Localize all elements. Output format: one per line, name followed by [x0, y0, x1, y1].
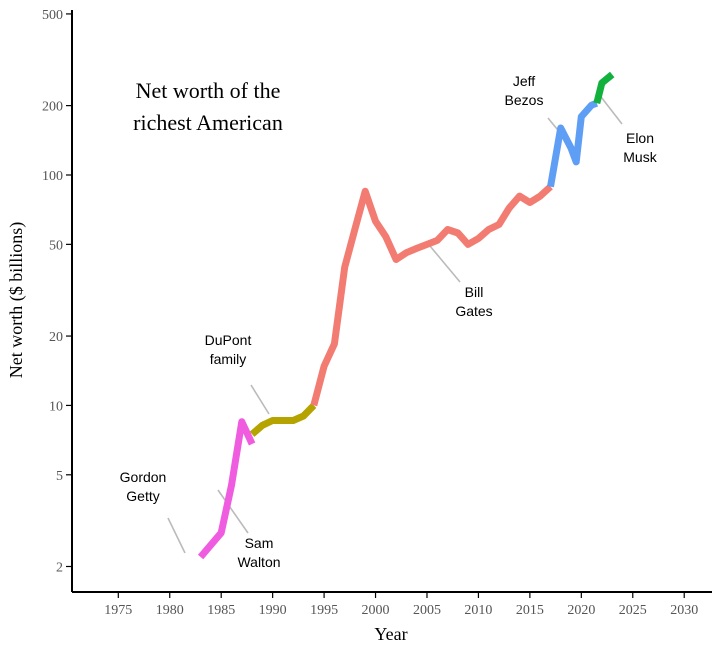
x-tick-label: 1995 — [310, 603, 338, 618]
series-line-2 — [249, 402, 317, 437]
y-tick-label: 10 — [49, 399, 63, 414]
series-line-3 — [310, 184, 553, 407]
x-tick-label: 1980 — [156, 603, 184, 618]
annotation-leader-line — [167, 517, 186, 554]
x-axis-label: Year — [374, 624, 407, 644]
annotation-label: Walton — [237, 554, 280, 570]
y-tick-label: 50 — [49, 238, 63, 253]
annotation-label: Elon — [626, 130, 654, 146]
chart-title-line-2: richest American — [133, 110, 283, 135]
annotation-leader-line — [429, 245, 461, 283]
x-tick-label: 2015 — [516, 603, 544, 618]
annotation-leader-line — [597, 92, 623, 125]
y-tick-label: 2 — [56, 560, 63, 575]
annotation-leader-line — [250, 384, 270, 415]
annotation-label: Bezos — [505, 92, 544, 108]
chart-title-line-1: Net worth of the — [136, 78, 281, 103]
plot-area: 1975 1980 1985 1990 1995 2000 2005 2010 2015 2020… — [42, 8, 712, 618]
annotation-label: Sam — [245, 535, 274, 551]
y-tick-label: 500 — [42, 8, 63, 23]
series-line-1 — [197, 418, 256, 560]
x-tick-label: 1990 — [259, 603, 287, 618]
series-line-5 — [593, 71, 615, 105]
x-tick-label: 2000 — [362, 603, 390, 618]
annotation-leader-line — [217, 489, 249, 534]
x-tick-label: 1985 — [207, 603, 235, 618]
chart-title: Net worth of the richest American — [133, 78, 283, 135]
annotation-label: Getty — [126, 488, 159, 504]
y-tick-label: 100 — [42, 169, 63, 184]
annotation-label: Musk — [623, 149, 657, 165]
x-tick-label: 2005 — [413, 603, 441, 618]
x-tick-label: 1975 — [104, 603, 132, 618]
x-tick-label: 2025 — [619, 603, 647, 618]
annotation-label: family — [210, 351, 247, 367]
x-tick-label: 2030 — [670, 603, 698, 618]
y-tick-label: 200 — [42, 100, 63, 115]
annotation-label: Gates — [455, 303, 492, 319]
y-tick-label: 20 — [49, 330, 63, 345]
y-axis-label: Net worth ($ billions) — [6, 222, 27, 378]
annotation-label: Gordon — [120, 469, 167, 485]
annotation-label: DuPont — [205, 332, 252, 348]
x-tick-label: 2020 — [567, 603, 595, 618]
y-tick-label: 5 — [56, 469, 63, 484]
series-line-4 — [547, 99, 599, 188]
annotation-label: Bill — [465, 284, 484, 300]
x-tick-label: 2010 — [464, 603, 492, 618]
annotation-label: Jeff — [513, 73, 535, 89]
